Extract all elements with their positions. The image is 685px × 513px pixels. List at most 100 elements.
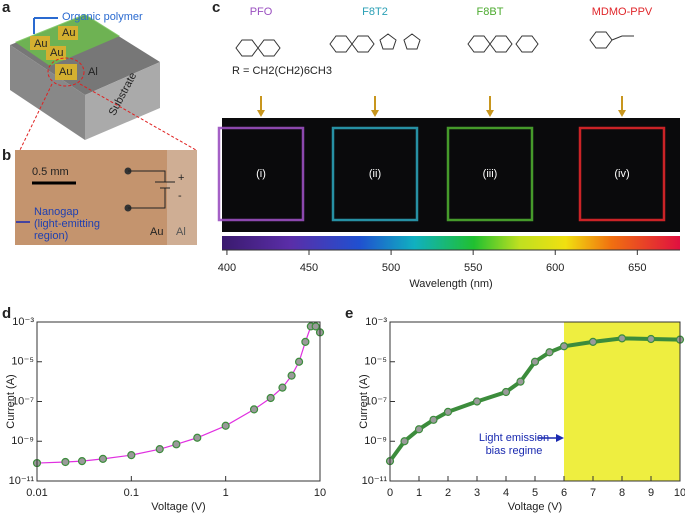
y-tick-label: 10⁻⁹: [364, 435, 387, 447]
y-label: Current (A): [358, 374, 370, 428]
data-point: [400, 437, 409, 446]
r-group: R = CH2(CH2)6CH3: [232, 65, 332, 77]
electrode-label: Au: [62, 27, 75, 39]
x-label: Wavelength (nm): [409, 278, 492, 290]
y-tick-label: 10⁻⁵: [364, 356, 387, 368]
data-point: [588, 337, 598, 346]
highlight: [47, 57, 85, 87]
x-tick-label: 10: [314, 487, 326, 499]
al-label: Al: [88, 66, 98, 78]
x-tick-label: 0.1: [124, 487, 139, 499]
au-region: [15, 150, 167, 245]
data-point: [155, 445, 164, 454]
data-point: [287, 371, 296, 380]
x-tick-label: 5: [532, 487, 538, 499]
data-point: [516, 377, 525, 386]
data-point: [545, 348, 554, 357]
data-point: [301, 337, 310, 346]
data-point: [443, 407, 453, 416]
y-tick-label: 10⁻⁷: [365, 395, 387, 407]
emission-square: [217, 126, 305, 222]
scale-label: 0.5 mm: [32, 166, 69, 178]
data-point: [530, 357, 540, 366]
arrowhead: [486, 110, 494, 117]
arrowhead: [556, 434, 564, 442]
panel-label: b: [2, 147, 11, 164]
polymer-name: F8BT: [477, 6, 504, 18]
x-tick-label: 550: [464, 262, 482, 274]
au-label: Au: [150, 226, 163, 238]
emission-square: [331, 126, 419, 222]
data-point: [266, 393, 275, 403]
arrowhead: [618, 110, 626, 117]
emission-square: [578, 126, 666, 222]
electrode: [58, 26, 78, 40]
nanogap-label: (light-emitting: [34, 218, 100, 230]
panel-label: d: [2, 305, 11, 322]
y-tick-label: 10⁻³: [365, 316, 387, 328]
nanogap-label: Nanogap: [34, 206, 79, 218]
electrode-label: Au: [59, 66, 72, 78]
x-tick-label: 500: [382, 262, 400, 274]
polymer-name: PFO: [250, 6, 273, 18]
data-point: [617, 334, 627, 343]
al-label: Al: [176, 226, 186, 238]
electrode-label: Au: [34, 38, 47, 50]
electrode: [46, 46, 66, 60]
x-tick-label: 0.01: [26, 487, 47, 499]
x-tick-label: 9: [648, 487, 654, 499]
data-point: [559, 342, 569, 351]
data-point: [249, 405, 259, 414]
plus: +: [178, 172, 184, 184]
panel-label: c: [212, 0, 220, 16]
nanogap-label: region): [34, 230, 68, 242]
emission-image: [222, 118, 680, 232]
x-tick-label: 400: [218, 262, 236, 274]
x-label: Voltage (V): [508, 501, 562, 513]
x-tick-label: 8: [619, 487, 625, 499]
x-tick-label: 450: [300, 262, 318, 274]
data-point: [311, 322, 320, 331]
annotation: Light emission: [479, 432, 549, 444]
substrate-side: [85, 62, 160, 140]
roman-label: (ii): [369, 168, 381, 180]
arrowhead: [257, 110, 265, 117]
polymer-name: F8T2: [362, 6, 388, 18]
data-point: [429, 415, 438, 424]
x-tick-label: 4: [503, 487, 509, 499]
substrate-front: [10, 45, 85, 140]
data-point: [472, 397, 482, 406]
circuit: [128, 170, 175, 209]
x-tick-label: 1: [223, 487, 229, 499]
x-tick-label: 10: [674, 487, 685, 499]
y-tick-label: 10⁻³: [12, 316, 34, 328]
roman-label: (iv): [614, 168, 629, 180]
data-point: [127, 451, 136, 460]
panel-label: e: [345, 305, 353, 322]
x-tick-label: 650: [628, 262, 646, 274]
y-tick-label: 10⁻¹¹: [9, 475, 35, 487]
data-point: [501, 387, 511, 397]
roman-label: (iii): [483, 168, 498, 180]
data-point: [172, 440, 181, 449]
x-tick-label: 600: [546, 262, 564, 274]
data-point: [221, 421, 230, 430]
y-label: Current (A): [5, 374, 17, 428]
polymer-name: MDMO-PPV: [592, 6, 653, 18]
zoom-line: [19, 83, 53, 151]
y-tick-label: 10⁻⁷: [12, 395, 34, 407]
electrode: [30, 36, 50, 50]
electrode: [55, 64, 77, 80]
data-point: [98, 454, 108, 463]
y-tick-label: 10⁻⁹: [11, 435, 34, 447]
plot-frame: [36, 321, 321, 482]
x-tick-label: 3: [474, 487, 480, 499]
shaded-region: [564, 322, 680, 481]
data-point: [646, 334, 656, 344]
electrode-label: Au: [50, 47, 63, 59]
data-point: [77, 457, 87, 466]
x-label: Voltage (V): [151, 501, 205, 513]
data-point: [61, 457, 70, 467]
annotation: bias regime: [486, 445, 543, 457]
